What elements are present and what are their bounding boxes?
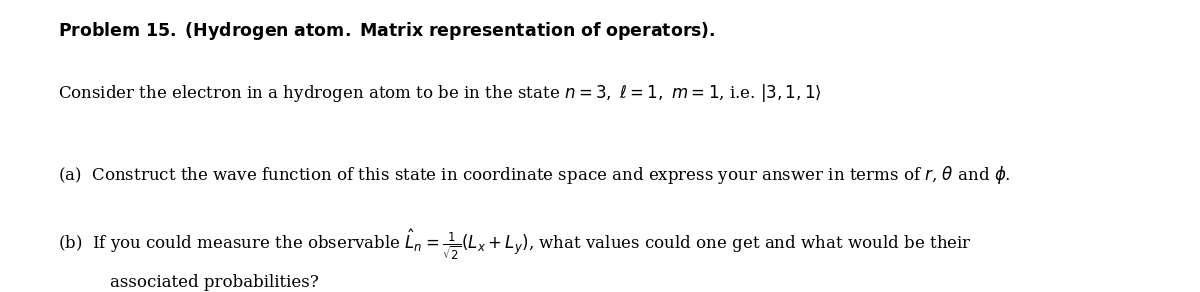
- Text: (b)  If you could measure the observable $\hat{L}_n = \frac{1}{\sqrt{2}}(L_x + L: (b) If you could measure the observable …: [58, 228, 972, 262]
- Text: $\bf{Problem\ 15.\ (Hydrogen\ atom.\ Matrix\ representation\ of\ operators).}$: $\bf{Problem\ 15.\ (Hydrogen\ atom.\ Mat…: [58, 20, 715, 42]
- Text: Consider the electron in a hydrogen atom to be in the state $n = 3,\ \ell = 1,\ : Consider the electron in a hydrogen atom…: [58, 82, 821, 104]
- Text: associated probabilities?: associated probabilities?: [110, 274, 319, 291]
- Text: (a)  Construct the wave function of this state in coordinate space and express y: (a) Construct the wave function of this …: [58, 164, 1010, 185]
